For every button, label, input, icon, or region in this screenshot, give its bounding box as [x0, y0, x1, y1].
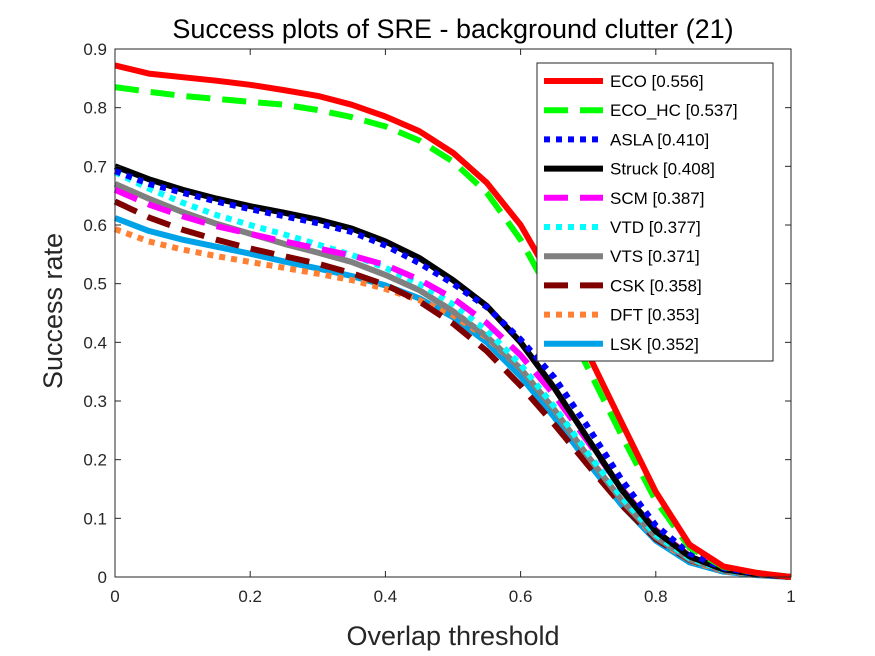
y-tick-label: 0.8 — [83, 99, 107, 118]
y-tick-label: 0 — [98, 568, 107, 587]
x-tick-label: 0.6 — [509, 587, 533, 606]
legend-entry-label: LSK [0.352] — [610, 335, 699, 354]
chart-title: Success plots of SRE - background clutte… — [172, 14, 733, 44]
plot-axes-box — [114, 48, 792, 578]
x-tick-label: 0.4 — [374, 587, 398, 606]
x-axis-ticks: 0 0.2 0.4 0.6 0.8 1 — [110, 49, 796, 606]
y-tick-label: 0.4 — [83, 333, 107, 352]
x-tick-label: 0.8 — [644, 587, 668, 606]
y-tick-label: 0.9 — [83, 40, 107, 59]
y-tick-label: 0.1 — [83, 509, 107, 528]
legend-entry-label: ECO [0.556] — [610, 72, 704, 91]
legend-entry-label: SCM [0.387] — [610, 189, 705, 208]
y-axis-label: Success rate — [38, 233, 68, 389]
legend-entry-label: DFT [0.353] — [610, 306, 699, 325]
y-axis-ticks: 0 0.1 0.2 0.3 0.4 0.5 0.6 0.7 0.8 0.9 — [83, 40, 791, 587]
series-line-2 — [114, 84, 792, 580]
y-tick-label: 0.2 — [83, 451, 107, 470]
legend-entry-label: VTS [0.371] — [610, 247, 700, 266]
series-line-1 — [114, 62, 792, 580]
x-tick-label: 0 — [110, 587, 119, 606]
legend-entry-label: ASLA [0.410] — [610, 130, 709, 149]
legend-box — [536, 62, 774, 362]
legend-entry-label: CSK [0.358] — [610, 276, 702, 295]
series-line-9 — [113, 226, 792, 580]
legend-entry-label: ECO_HC [0.537] — [610, 101, 738, 120]
legend: ECO [0.556] ECO_HC [0.537] ASLA [0.410] Str… — [536, 62, 774, 362]
series-layer — [113, 62, 792, 580]
y-tick-label: 0.6 — [83, 216, 107, 235]
x-axis-label: Overlap threshold — [346, 621, 559, 651]
y-tick-label: 0.7 — [83, 157, 107, 176]
series-line-4 — [113, 163, 792, 580]
y-tick-label: 0.5 — [83, 275, 107, 294]
legend-entry-label: Struck [0.408] — [610, 160, 715, 179]
legend-entry-label: VTD [0.377] — [610, 218, 701, 237]
x-tick-label: 0.2 — [238, 587, 262, 606]
y-tick-label: 0.3 — [83, 392, 107, 411]
x-tick-label: 1 — [786, 587, 795, 606]
